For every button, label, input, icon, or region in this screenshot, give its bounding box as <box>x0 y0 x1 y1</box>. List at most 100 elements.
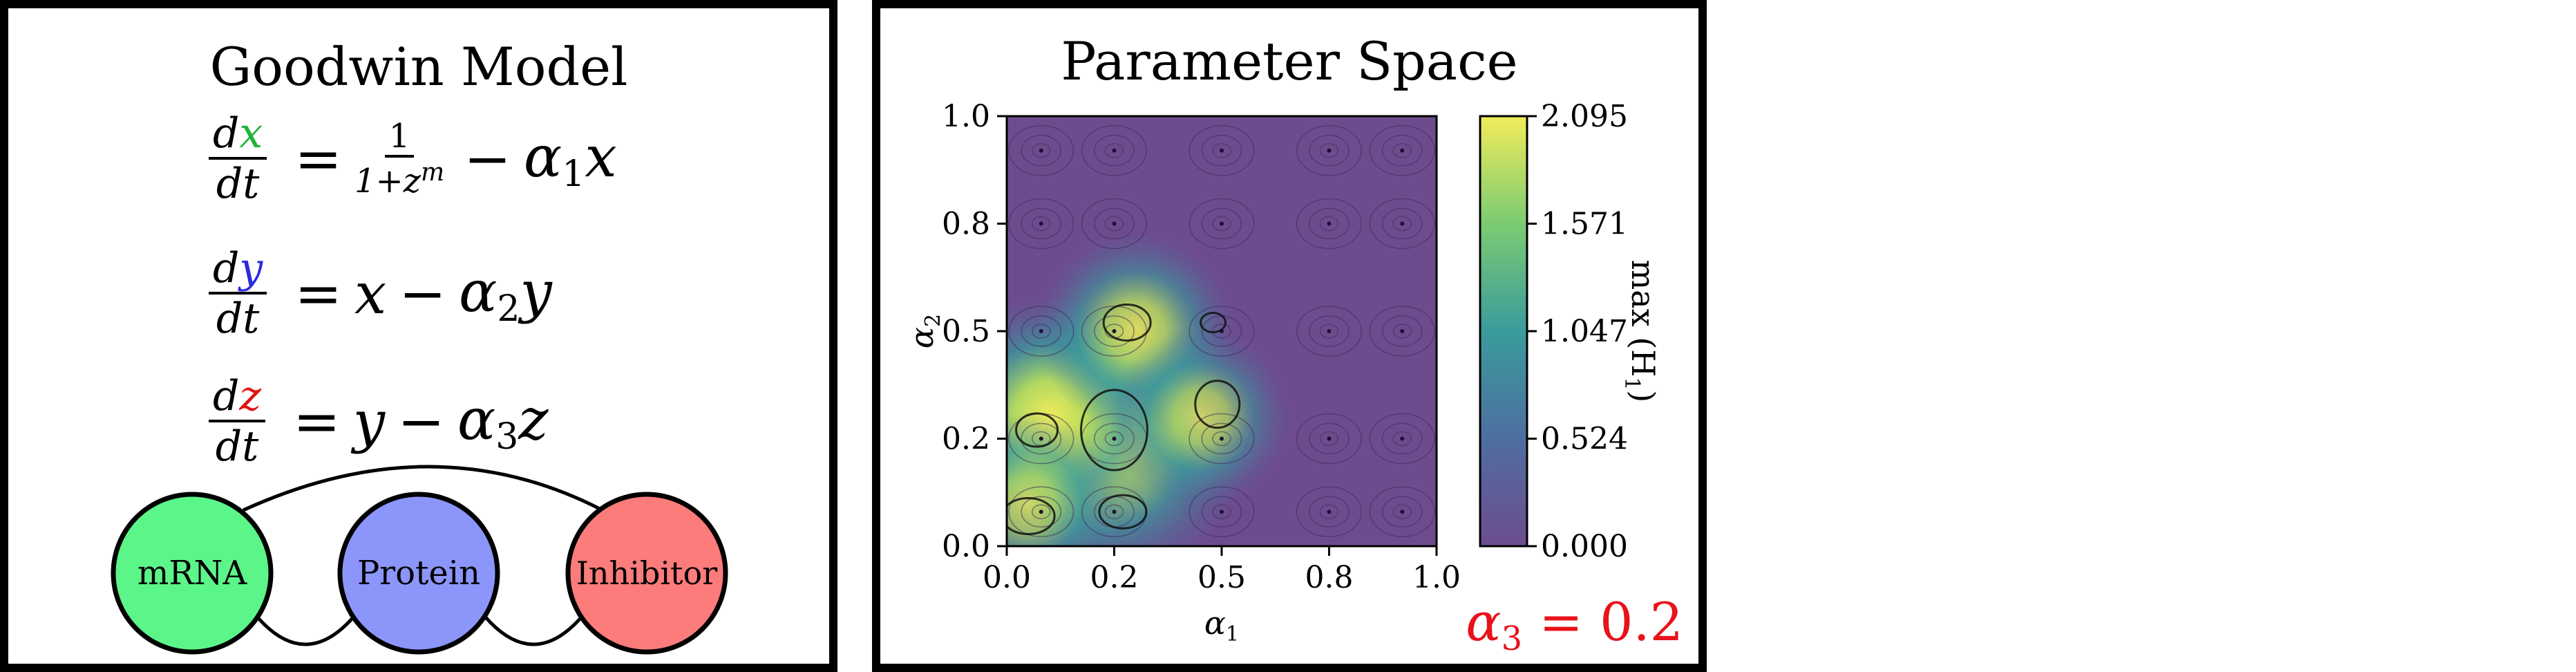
contour-ring <box>1381 135 1423 167</box>
contour-ring <box>1032 216 1051 232</box>
contour-center <box>1039 148 1043 153</box>
contour-ring <box>1081 125 1148 176</box>
heatmap-area <box>1007 116 1437 546</box>
contour-ring <box>1094 315 1135 347</box>
parameter-space-chart: 0.0 0.2 0.5 0.8 1.0 0.0 0.2 0.5 0.8 1.0 α1 α2 0.… <box>903 99 1662 646</box>
goodwin-model-title: Goodwin Model <box>209 36 628 97</box>
contour-ring <box>1392 216 1412 232</box>
contour-lobe <box>1007 496 1056 535</box>
contour-ring <box>1309 135 1349 167</box>
contour-ring <box>1201 135 1242 167</box>
y-axis: 0.0 0.2 0.5 0.8 1.0 <box>942 99 1007 564</box>
contour-center <box>1039 436 1043 441</box>
d-symbol: d <box>213 372 240 420</box>
contour-ring <box>1212 143 1231 158</box>
y-tick-label: 0.0 <box>942 529 990 564</box>
hill-exponent: m <box>421 158 445 187</box>
contour-center <box>1327 510 1332 514</box>
equation-dx-dt: dx dt = 1 1+zm − α1x <box>209 112 617 207</box>
equation-dy-dt: dy dt = x − α2y <box>209 247 552 342</box>
contour-ring <box>1212 324 1231 339</box>
colorbar <box>1479 115 1528 548</box>
y-tick-label: 1.0 <box>942 99 990 134</box>
x-axis-label: α1 <box>1204 604 1239 646</box>
equals-sign: = <box>294 127 342 192</box>
contour-ring <box>1021 207 1062 240</box>
variable-y: y <box>239 244 263 292</box>
inhibitor-node <box>565 492 728 655</box>
contour-ring <box>1188 486 1255 537</box>
parameter-space-title: Parameter Space <box>1061 30 1518 92</box>
contour-ring <box>1188 125 1255 176</box>
colorbar-label: max (H1) <box>1620 260 1662 403</box>
y-tick-label: 0.8 <box>942 207 990 242</box>
contour-ring <box>1094 207 1135 240</box>
dy-dt-fraction: dy dt <box>209 247 267 342</box>
contour-center <box>1327 148 1332 153</box>
contour-ring <box>1319 504 1339 519</box>
contour-ring <box>1188 198 1255 250</box>
d-symbol: d <box>213 244 240 292</box>
alpha-symbol: α <box>457 386 496 453</box>
contour-ring <box>1392 324 1412 339</box>
contour-center <box>1327 436 1332 441</box>
y-axis-label: α2 <box>903 314 945 348</box>
denominator-base: 1+z <box>354 162 422 201</box>
contour-ring <box>1381 496 1423 528</box>
contour-ring <box>1032 504 1051 519</box>
term-variable: x <box>354 261 387 327</box>
contour-ring <box>1319 431 1339 447</box>
contour-center <box>1220 510 1224 514</box>
alpha3-value: = 0.2 <box>1522 591 1683 653</box>
contour-center <box>1220 436 1224 441</box>
contour-center <box>1400 436 1405 441</box>
equals-sign: = <box>294 261 343 327</box>
x-axis: 0.0 0.2 0.5 0.8 1.0 <box>983 546 1461 595</box>
parameter-space-panel: Parameter Space 0.0 0.2 0.5 0.8 1.0 0.0 0.2 0. <box>872 0 1707 672</box>
alpha-symbol: α <box>459 259 498 325</box>
contour-center <box>1112 329 1117 333</box>
colorbar-tick-label: 2.095 <box>1541 99 1628 134</box>
dt-symbol: dt <box>216 295 260 343</box>
contour-ring <box>1201 496 1242 528</box>
protein-node <box>337 492 500 655</box>
alpha3-value-label: α3 = 0.2 <box>1466 591 1683 658</box>
contour-center <box>1112 510 1117 514</box>
protein-label: Protein <box>357 554 480 592</box>
contour-ring <box>1392 431 1412 447</box>
contour-ring <box>1212 216 1231 232</box>
d-symbol: d <box>213 109 240 158</box>
equals-sign: = <box>293 389 341 455</box>
alpha-symbol: α <box>1466 591 1502 653</box>
heatmap-hotspot <box>1110 327 1291 507</box>
contour-ring <box>1309 207 1349 240</box>
term-variable: y <box>352 389 386 455</box>
goodwin-model-panel: Goodwin Model dx dt = 1 1+zm − α1x dy dt… <box>0 0 837 672</box>
variable-x: x <box>239 109 263 158</box>
contour-ring <box>1319 143 1339 158</box>
contour-ring <box>1104 143 1124 158</box>
colorbar-tick-label: 0.524 <box>1541 422 1628 457</box>
contour-ring <box>1081 198 1148 250</box>
contour-ring <box>1032 324 1051 339</box>
contour-ring <box>1008 125 1074 176</box>
contour-ring <box>1188 413 1255 465</box>
dt-symbol: dt <box>215 422 259 471</box>
contour-ring <box>1021 422 1062 455</box>
contour-center <box>1220 221 1224 226</box>
edge-protein-inhibitor <box>484 615 583 646</box>
contour-ring <box>1381 422 1423 455</box>
contour-lobe <box>1098 494 1148 530</box>
contour-ring <box>1021 496 1062 528</box>
variable-z: z <box>239 372 262 420</box>
inhibitor-label: Inhibitor <box>576 554 717 592</box>
contour-ring <box>1296 125 1363 176</box>
y-tick-label: 0.5 <box>942 314 990 349</box>
contour-ring <box>1032 143 1051 158</box>
contour-ring <box>1319 216 1339 232</box>
contour-ring <box>1392 143 1412 158</box>
contour-ring <box>1381 207 1423 240</box>
x-tick-label: 0.0 <box>983 560 1031 595</box>
feedback-edge <box>242 465 604 512</box>
mrna-label: mRNA <box>138 554 248 592</box>
